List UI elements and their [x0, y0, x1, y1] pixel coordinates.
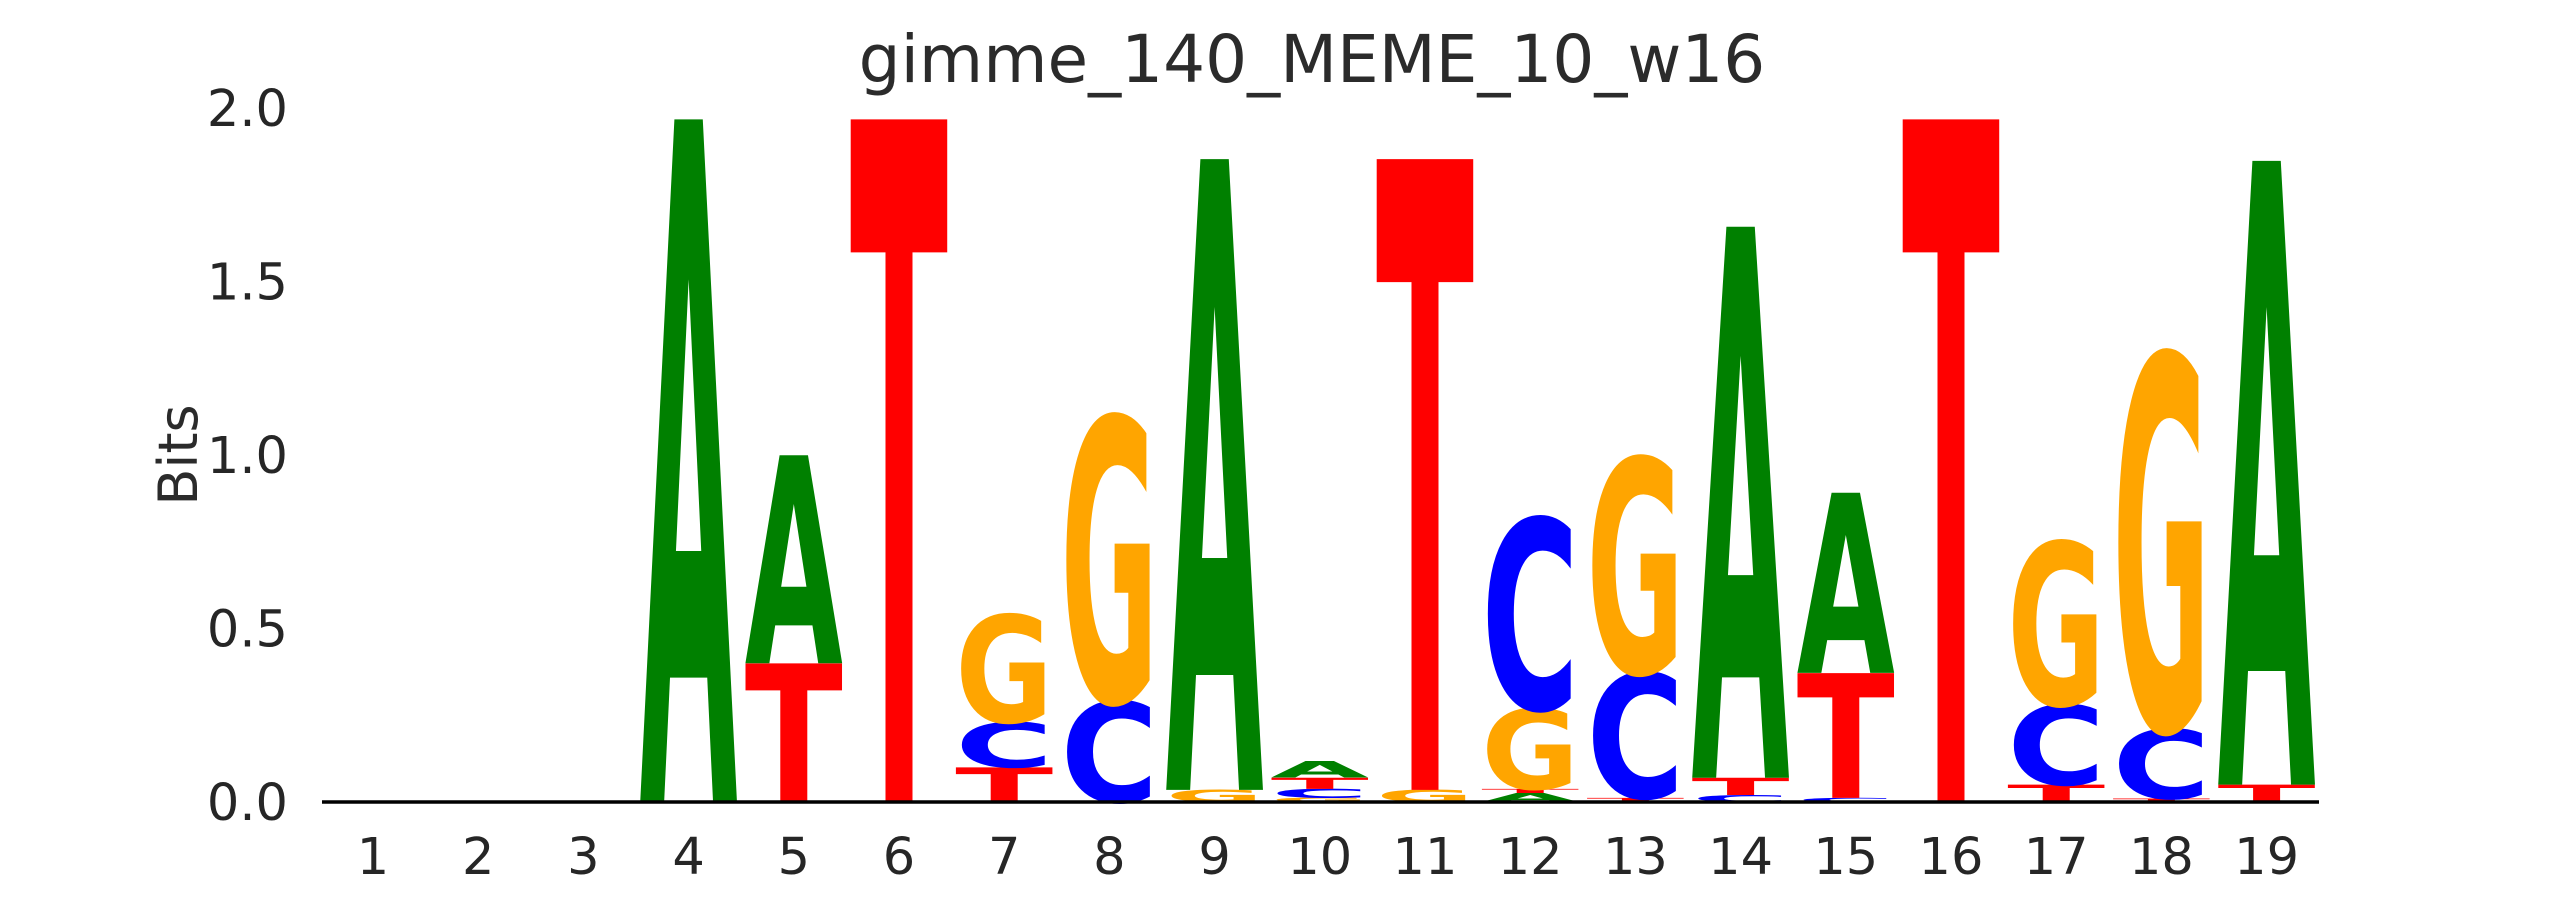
x-tick-label-16: 16 [1919, 828, 1984, 887]
x-tick-label-5: 5 [778, 828, 810, 887]
logo-letter-pos7-G: G [955, 586, 1053, 757]
logo-letter-pos13-T: T [1586, 797, 1684, 804]
logo-letter-pos9-A: A [1166, 0, 1265, 900]
logo-letter-pos12-G: G [1481, 688, 1579, 815]
y-tick-label-1.0: 1.0 [207, 427, 288, 486]
logo-letter-pos15-T: T [1797, 640, 1895, 839]
logo-letter-pos19-A: A [2218, 0, 2317, 900]
y-axis-tick-labels: 0.0 0.5 1.0 1.5 2.0 [207, 80, 288, 833]
logo-letter-pos8-C: C [1060, 675, 1158, 835]
logo-letter-pos15-C: C [1797, 797, 1895, 804]
x-tick-label-3: 3 [567, 828, 599, 887]
logo-letter-pos5-T: T [745, 626, 843, 847]
logo-letter-pos18-G: G [2112, 253, 2210, 851]
logo-letter-pos17-G: G [2007, 499, 2105, 758]
y-tick-label-1.5: 1.5 [207, 254, 288, 313]
logo-letter-pos5-A: A [745, 400, 843, 732]
logo-letter-pos14-A: A [1692, 76, 1791, 900]
logo-letter-pos4-A: A [640, 0, 739, 900]
x-tick-label-14: 14 [1708, 828, 1773, 887]
logo-letter-pos10-T: T [1271, 775, 1369, 793]
x-tick-label-4: 4 [672, 828, 704, 887]
logo-letter-pos6-T: T [850, 0, 949, 900]
logo-letter-pos16-T: T [1902, 0, 2001, 900]
x-tick-label-11: 11 [1393, 828, 1458, 887]
x-tick-label-2: 2 [462, 828, 494, 887]
y-tick-label-0.0: 0.0 [207, 774, 288, 833]
logo-letter-pos13-C: C [1586, 641, 1684, 839]
x-tick-label-9: 9 [1198, 828, 1230, 887]
x-tick-label-19: 19 [2234, 828, 2299, 887]
y-axis-label: Bits [147, 404, 210, 505]
x-tick-label-1: 1 [357, 828, 389, 887]
logo-letter-pos12-C: C [1481, 466, 1579, 771]
x-tick-label-8: 8 [1093, 828, 1125, 887]
x-tick-label-17: 17 [2024, 828, 2089, 887]
logo-letter-pos8-G: G [1060, 339, 1158, 793]
x-tick-label-6: 6 [883, 828, 915, 887]
logo-letter-pos11-T: T [1376, 0, 1475, 900]
logo-letter-pos13-G: G [1586, 400, 1684, 743]
logo-letter-stacks: ATATTCGCGGAGCTAGTATGCTCGCTACTATTCGTCGTA [640, 0, 2317, 900]
logo-letter-pos10-G: G [1271, 797, 1369, 804]
logo-letter-pos10-C: C [1271, 786, 1369, 800]
logo-letter-pos14-T: T [1692, 773, 1790, 801]
x-tick-label-12: 12 [1498, 828, 1563, 887]
x-tick-label-7: 7 [988, 828, 1020, 887]
x-tick-label-13: 13 [1603, 828, 1668, 887]
logo-letter-pos10-A: A [1271, 758, 1369, 783]
logo-letter-pos15-A: A [1797, 445, 1895, 732]
chart-title: gimme_140_MEME_10_w16 [859, 21, 1766, 98]
x-tick-label-15: 15 [1813, 828, 1878, 887]
x-tick-label-18: 18 [2129, 828, 2194, 887]
logo-letter-pos14-C: C [1692, 793, 1790, 804]
y-tick-label-2.0: 2.0 [207, 80, 288, 139]
logo-letter-pos12-T: T [1481, 788, 1579, 795]
x-tick-label-10: 10 [1287, 828, 1352, 887]
x-axis-tick-labels: 1 2 3 4 5 6 7 8 9 10 11 12 13 14 15 16 17 18 19 [357, 828, 2299, 887]
logo-letter-pos7-C: C [955, 710, 1053, 782]
logo-letter-pos7-T: T [955, 758, 1053, 813]
y-tick-label-0.5: 0.5 [207, 601, 288, 660]
logo-letter-pos17-C: C [2007, 683, 2105, 810]
